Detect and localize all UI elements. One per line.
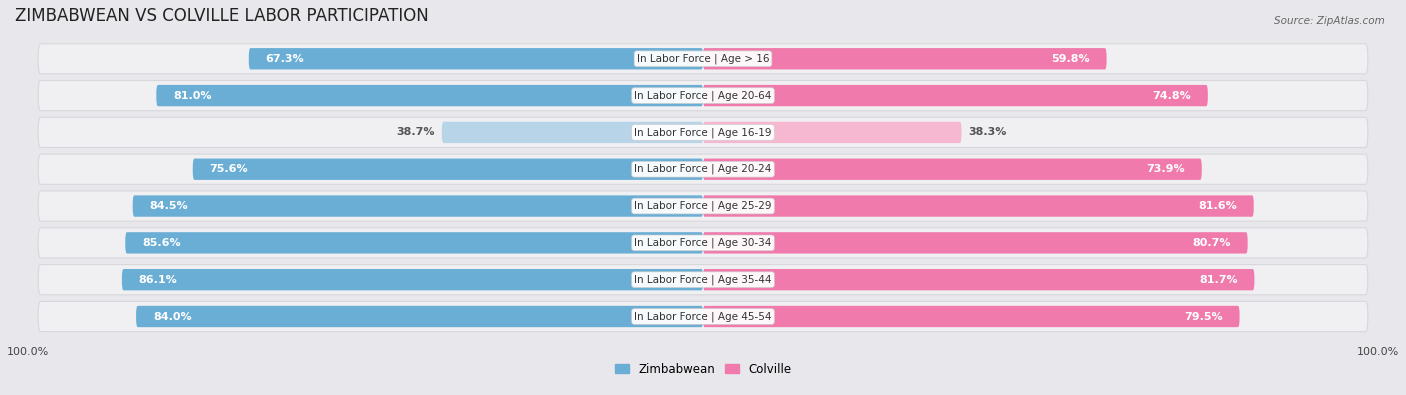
FancyBboxPatch shape <box>38 191 1368 221</box>
Text: 84.0%: 84.0% <box>153 312 191 322</box>
FancyBboxPatch shape <box>703 306 1240 327</box>
FancyBboxPatch shape <box>703 269 1254 290</box>
FancyBboxPatch shape <box>136 306 703 327</box>
Text: In Labor Force | Age 35-44: In Labor Force | Age 35-44 <box>634 275 772 285</box>
FancyBboxPatch shape <box>38 117 1368 147</box>
Text: In Labor Force | Age 30-34: In Labor Force | Age 30-34 <box>634 238 772 248</box>
Text: 81.7%: 81.7% <box>1199 275 1237 285</box>
Text: In Labor Force | Age 20-24: In Labor Force | Age 20-24 <box>634 164 772 175</box>
Text: 67.3%: 67.3% <box>266 54 304 64</box>
FancyBboxPatch shape <box>703 196 1254 217</box>
FancyBboxPatch shape <box>703 232 1247 254</box>
Text: In Labor Force | Age 25-29: In Labor Force | Age 25-29 <box>634 201 772 211</box>
Text: In Labor Force | Age 16-19: In Labor Force | Age 16-19 <box>634 127 772 137</box>
FancyBboxPatch shape <box>156 85 703 106</box>
FancyBboxPatch shape <box>122 269 703 290</box>
Text: 79.5%: 79.5% <box>1184 312 1223 322</box>
FancyBboxPatch shape <box>38 228 1368 258</box>
Text: ZIMBABWEAN VS COLVILLE LABOR PARTICIPATION: ZIMBABWEAN VS COLVILLE LABOR PARTICIPATI… <box>14 7 429 25</box>
FancyBboxPatch shape <box>249 48 703 70</box>
Text: 81.0%: 81.0% <box>173 90 212 101</box>
Text: 86.1%: 86.1% <box>139 275 177 285</box>
Text: Source: ZipAtlas.com: Source: ZipAtlas.com <box>1274 16 1385 26</box>
Text: 85.6%: 85.6% <box>142 238 181 248</box>
FancyBboxPatch shape <box>125 232 703 254</box>
Text: 75.6%: 75.6% <box>209 164 249 174</box>
FancyBboxPatch shape <box>38 154 1368 184</box>
Text: In Labor Force | Age 45-54: In Labor Force | Age 45-54 <box>634 311 772 322</box>
FancyBboxPatch shape <box>38 81 1368 111</box>
FancyBboxPatch shape <box>132 196 703 217</box>
FancyBboxPatch shape <box>703 122 962 143</box>
Text: In Labor Force | Age > 16: In Labor Force | Age > 16 <box>637 53 769 64</box>
Legend: Zimbabwean, Colville: Zimbabwean, Colville <box>610 358 796 380</box>
Text: 81.6%: 81.6% <box>1198 201 1237 211</box>
Text: 80.7%: 80.7% <box>1192 238 1230 248</box>
Text: 59.8%: 59.8% <box>1052 54 1090 64</box>
FancyBboxPatch shape <box>703 48 1107 70</box>
Text: 84.5%: 84.5% <box>149 201 188 211</box>
FancyBboxPatch shape <box>703 158 1202 180</box>
Text: 74.8%: 74.8% <box>1153 90 1191 101</box>
Text: 38.3%: 38.3% <box>969 128 1007 137</box>
Text: 38.7%: 38.7% <box>396 128 434 137</box>
Text: In Labor Force | Age 20-64: In Labor Force | Age 20-64 <box>634 90 772 101</box>
FancyBboxPatch shape <box>441 122 703 143</box>
FancyBboxPatch shape <box>38 265 1368 295</box>
FancyBboxPatch shape <box>703 85 1208 106</box>
FancyBboxPatch shape <box>193 158 703 180</box>
Text: 73.9%: 73.9% <box>1146 164 1185 174</box>
FancyBboxPatch shape <box>38 44 1368 74</box>
FancyBboxPatch shape <box>38 301 1368 331</box>
